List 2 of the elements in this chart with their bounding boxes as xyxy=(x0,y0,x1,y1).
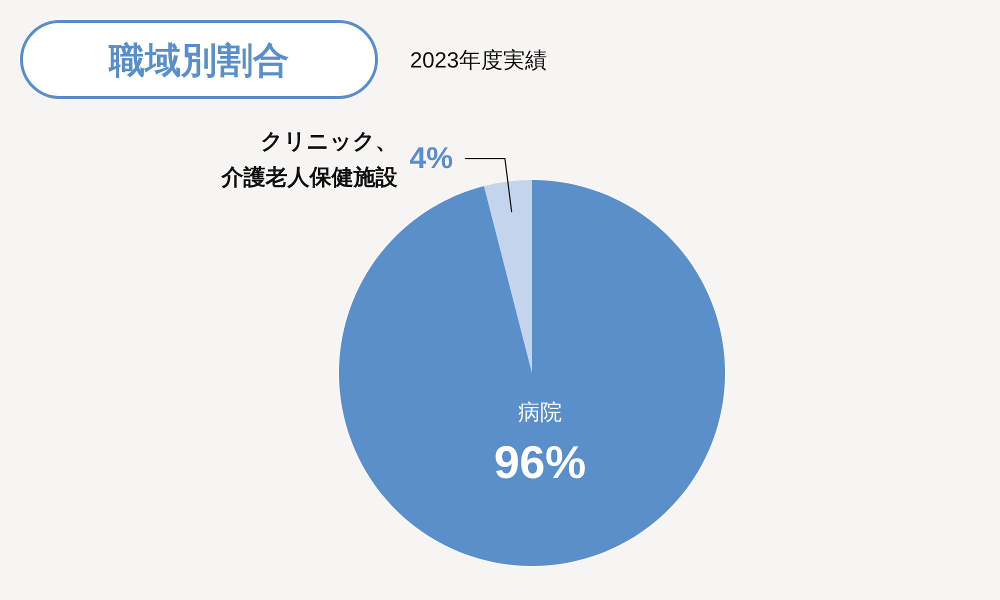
title: 職域別割合 xyxy=(109,40,289,80)
subtitle: 2023年度実績 xyxy=(410,48,547,72)
